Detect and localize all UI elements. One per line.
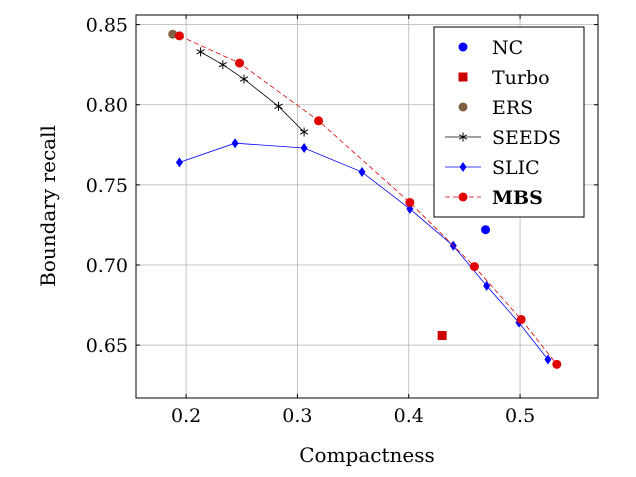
plot-frame (135, 14, 599, 399)
y-tick-label: 0.75 (86, 175, 128, 197)
y-tick-label: 0.65 (86, 335, 128, 357)
legend-marker (458, 72, 468, 82)
data-point-mbs (314, 116, 324, 126)
series-seeds (196, 47, 309, 137)
x-tick-label: 0.4 (394, 405, 424, 427)
legend-label: ERS (492, 97, 533, 119)
legend-item-mbs: MBS (445, 187, 543, 209)
legend-label: MBS (492, 187, 543, 209)
data-point-mbs (405, 197, 415, 207)
legend-label: SLIC (492, 157, 540, 179)
legend: NC Turbo ERS SEEDS SLIC MBS (433, 26, 585, 218)
legend-label: SEEDS (492, 127, 561, 149)
series-line-seeds (200, 51, 305, 133)
data-point-mbs (552, 359, 562, 369)
legend-item-seeds: SEEDS (445, 127, 561, 149)
x-tick-label: 0.5 (505, 405, 535, 427)
data-point-mbs (235, 58, 245, 68)
data-point-slic (231, 138, 239, 149)
data-point-slic (300, 143, 308, 154)
data-point-seeds (299, 127, 309, 137)
data-point-nc (481, 225, 491, 235)
tick-labels: 0.2 0.3 0.4 0.5 0.65 0.70 0.75 0.80 0.85 (86, 15, 535, 427)
y-tick-label: 0.85 (86, 15, 128, 37)
series-turbo (437, 331, 447, 341)
y-tick-label: 0.80 (86, 95, 128, 117)
data-point-slic (483, 280, 491, 291)
legend-marker (458, 132, 468, 142)
legend-item-turbo: Turbo (458, 67, 550, 89)
data-point-seeds (218, 60, 227, 70)
y-tick-label: 0.70 (86, 255, 128, 277)
legend-marker (459, 162, 467, 172)
y-axis-label: Boundary recall (36, 125, 60, 287)
data-point-seeds (274, 101, 283, 111)
series-layer (168, 29, 562, 369)
legend-marker (458, 192, 468, 202)
legend-marker (458, 42, 468, 52)
data-point-slic (358, 167, 366, 178)
x-tick-label: 0.3 (282, 405, 312, 427)
data-point-seeds (239, 74, 249, 84)
series-mbs (174, 31, 562, 369)
legend-item-slic: SLIC (445, 157, 540, 179)
x-tick-label: 0.2 (171, 405, 201, 427)
data-point-slic (544, 354, 552, 365)
data-point-mbs (469, 262, 479, 272)
data-point-turbo (437, 331, 447, 341)
legend-marker (458, 102, 468, 112)
legend-item-nc: NC (458, 37, 523, 59)
data-point-mbs (516, 314, 526, 324)
legend-label: Turbo (492, 67, 550, 89)
legend-label: NC (492, 37, 523, 59)
series-nc (481, 225, 491, 235)
data-point-seeds (196, 47, 205, 57)
legend-box (433, 26, 585, 218)
data-point-mbs (174, 31, 184, 41)
x-axis-label: Compactness (299, 443, 435, 467)
legend-item-ers: ERS (458, 97, 533, 119)
data-point-slic (175, 157, 183, 168)
